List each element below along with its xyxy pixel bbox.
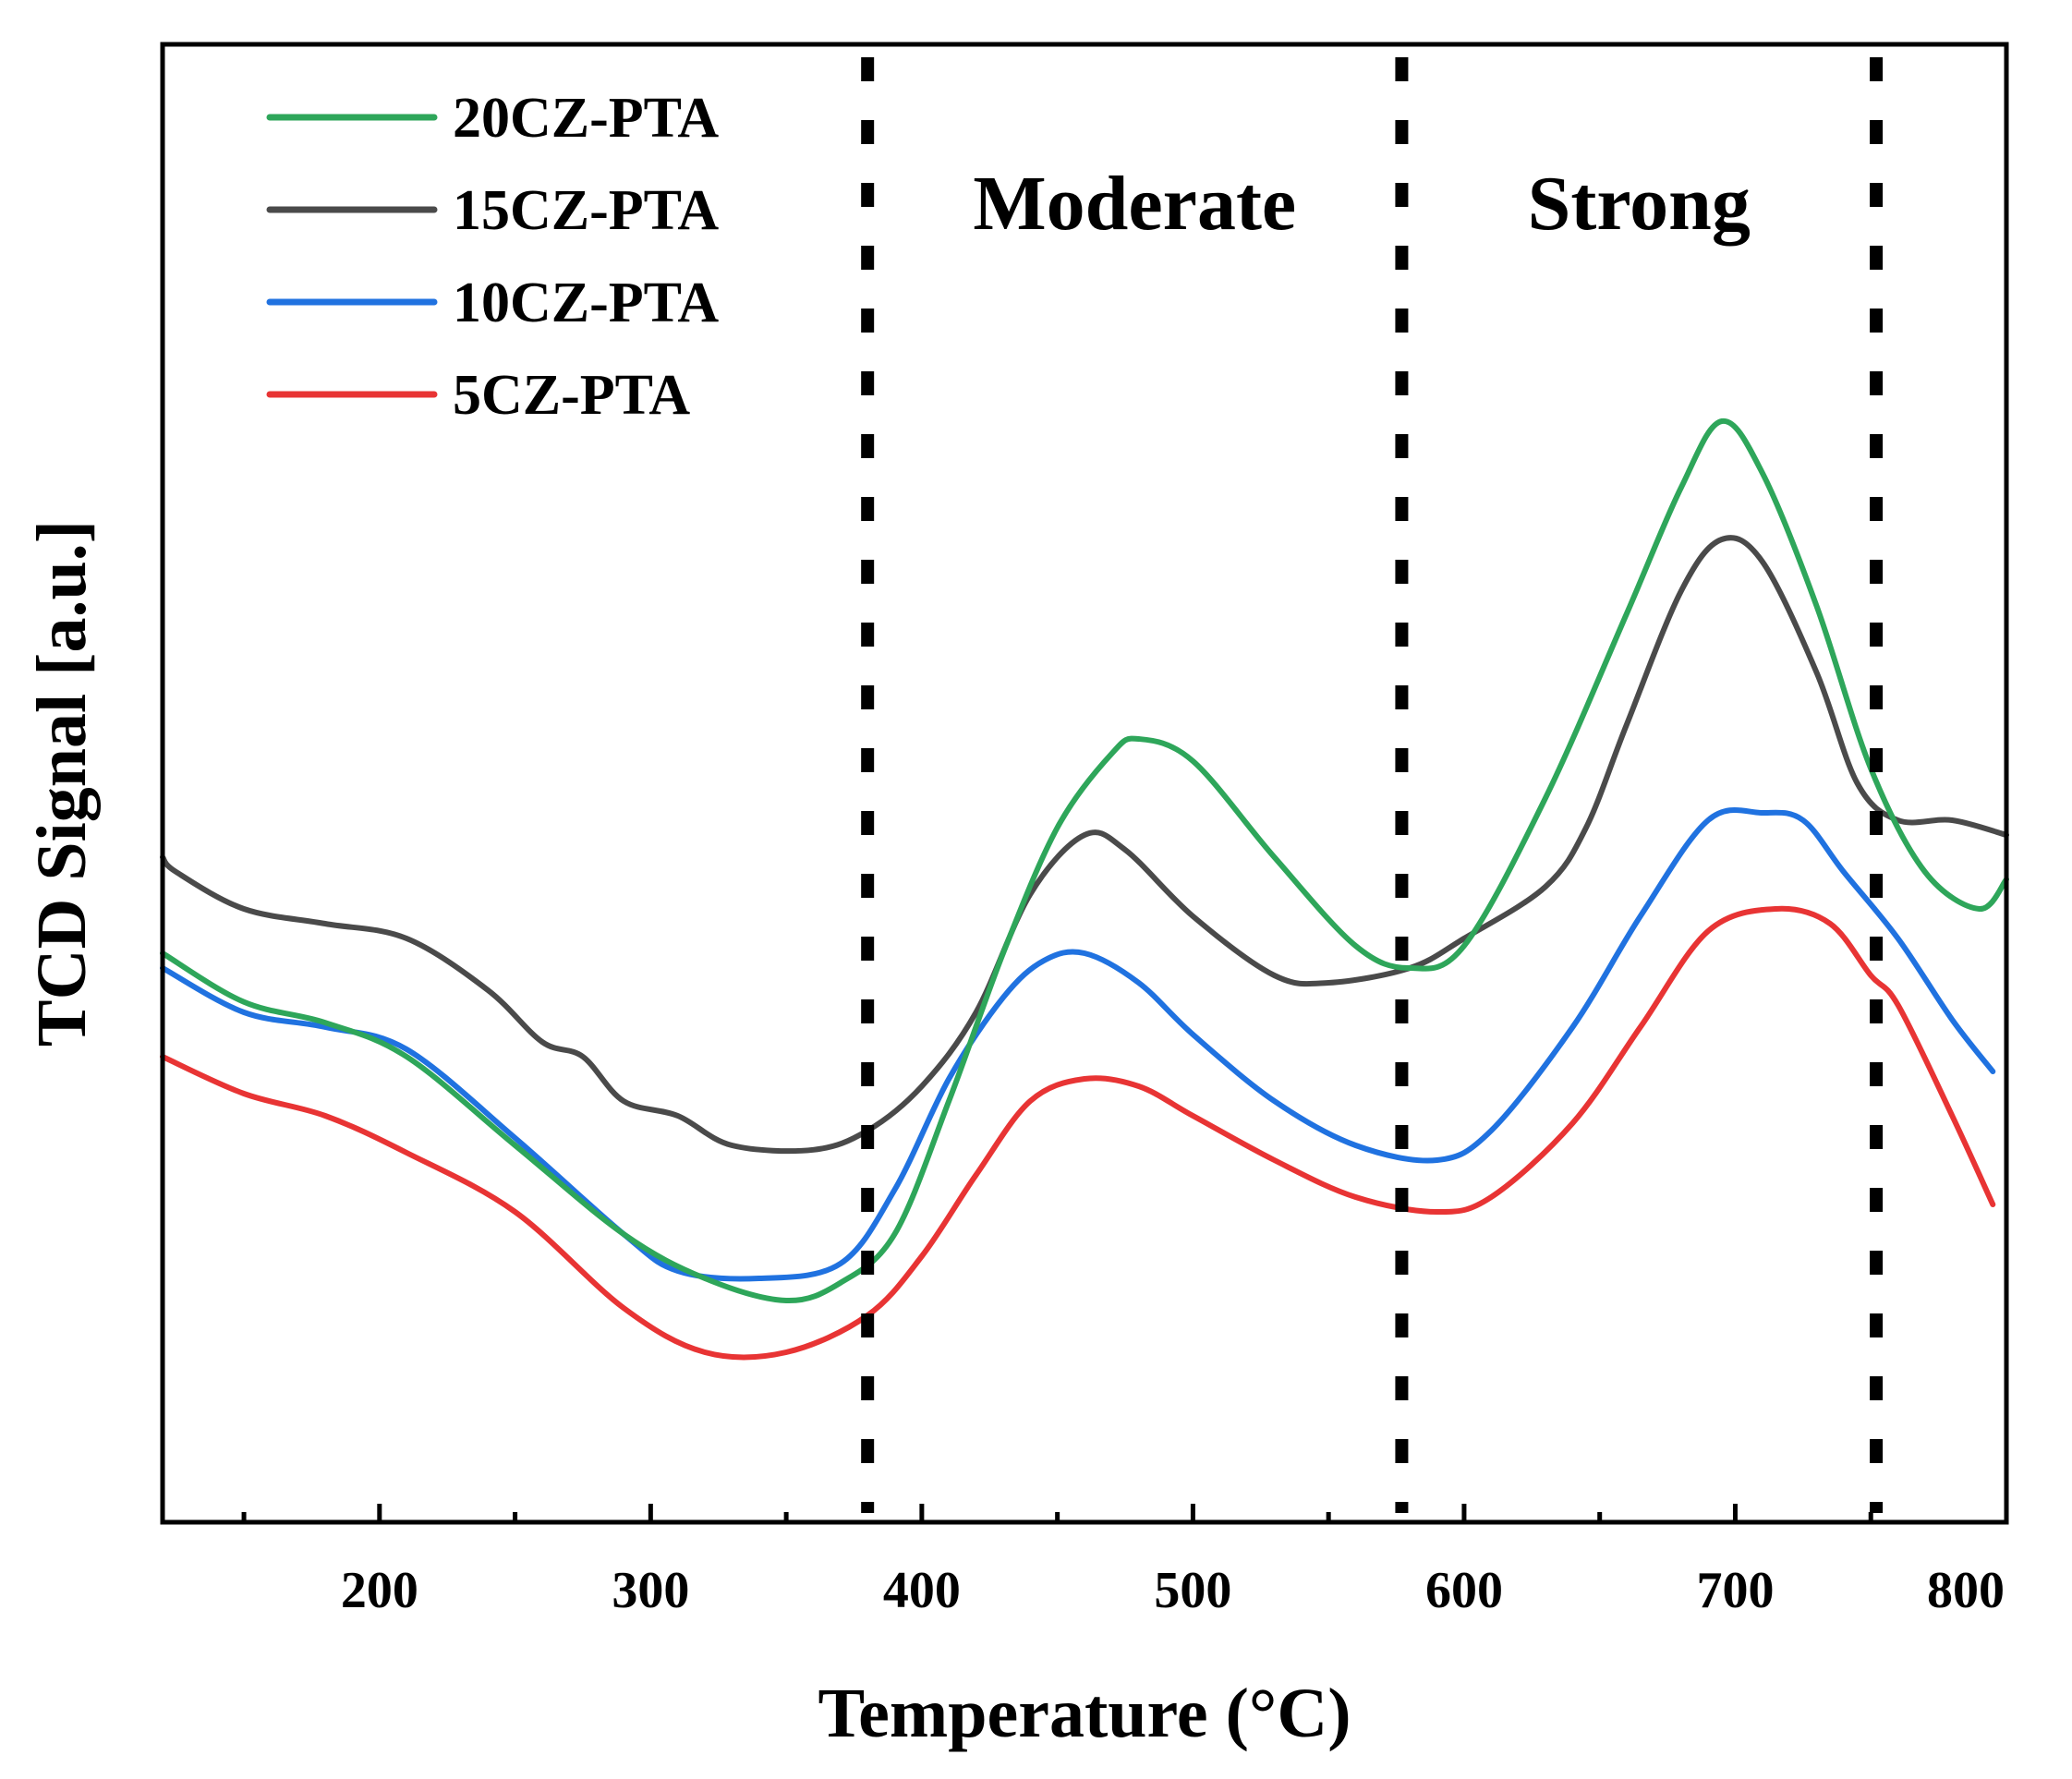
series-line-0 (160, 418, 2009, 1304)
x-axis-ticks (241, 1504, 2009, 1522)
series-line-3 (160, 905, 1996, 1361)
series-line-1 (160, 535, 2009, 1155)
region-label-strong: Strong (1528, 161, 1751, 247)
region-label-moderate: Moderate (973, 161, 1296, 247)
legend: 20CZ-PTA 15CZ-PTA 10CZ-PTA 5CZ-PTA (266, 87, 719, 427)
x-tick-label-6: 800 (1927, 1562, 2005, 1619)
series-line-2 (160, 806, 1996, 1282)
x-axis-title: Temperature (°C) (818, 1675, 1351, 1752)
legend-label-3: 5CZ-PTA (453, 364, 690, 427)
plot-frame (160, 42, 2009, 1525)
region-labels: Moderate Strong (973, 161, 1750, 247)
series-lines (160, 418, 2009, 1361)
x-tick-label-4: 600 (1425, 1562, 1503, 1619)
x-axis-tick-labels: 200 300 400 500 600 700 800 (341, 1562, 2005, 1619)
x-tick-label-1: 300 (612, 1562, 689, 1619)
legend-label-2: 10CZ-PTA (453, 272, 719, 334)
x-tick-label-0: 200 (341, 1562, 418, 1619)
y-axis-title: TCD Signal [a.u.] (23, 520, 101, 1047)
x-tick-label-5: 700 (1696, 1562, 1774, 1619)
x-tick-label-3: 500 (1154, 1562, 1231, 1619)
legend-label-1: 15CZ-PTA (453, 179, 719, 242)
x-tick-label-2: 400 (883, 1562, 961, 1619)
legend-label-0: 20CZ-PTA (453, 87, 719, 150)
region-dividers (861, 57, 1884, 1513)
